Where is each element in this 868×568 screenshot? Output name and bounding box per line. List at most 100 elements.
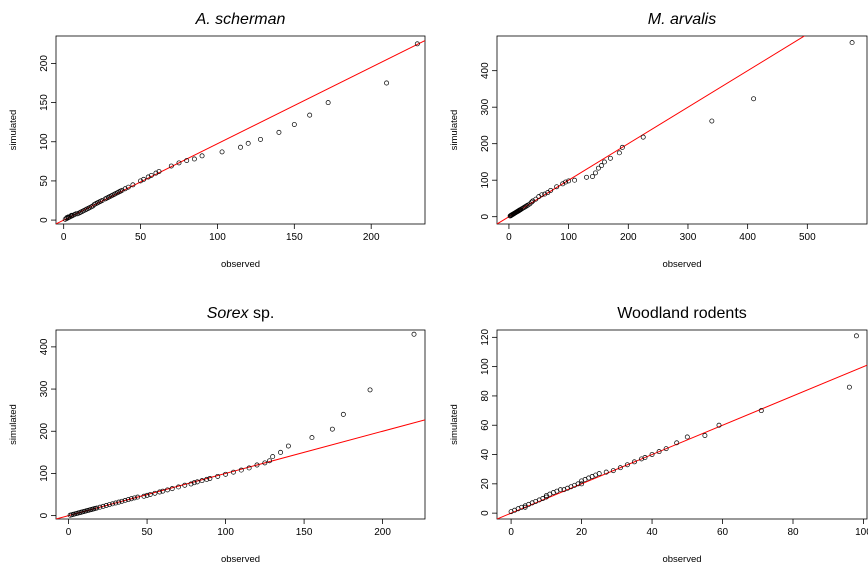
x-tick-label: 0 xyxy=(508,527,514,538)
y-tick-label: 300 xyxy=(480,98,491,115)
data-point xyxy=(141,176,147,182)
data-point xyxy=(219,149,225,155)
x-tick-label: 300 xyxy=(680,232,697,243)
data-point xyxy=(593,170,598,176)
data-point xyxy=(144,492,150,498)
data-point xyxy=(642,455,648,460)
x-axis-label: observed xyxy=(662,259,701,270)
data-point xyxy=(245,140,251,146)
data-point xyxy=(176,160,182,166)
data-point xyxy=(663,446,669,452)
data-point xyxy=(103,503,109,508)
x-tick-label: 100 xyxy=(855,527,868,538)
data-point xyxy=(194,479,200,485)
y-tick-label: 100 xyxy=(39,465,50,482)
data-point xyxy=(148,172,154,178)
data-point xyxy=(758,408,764,414)
data-point xyxy=(557,487,563,493)
plot-frame xyxy=(55,35,426,225)
x-tick-label: 50 xyxy=(142,527,154,538)
y-tick-label: 0 xyxy=(39,217,50,223)
x-tick-label: 200 xyxy=(620,232,637,243)
data-point xyxy=(554,184,560,190)
data-point xyxy=(543,494,549,500)
data-point xyxy=(157,489,163,495)
x-tick-label: 100 xyxy=(209,232,226,243)
data-point xyxy=(223,471,229,477)
data-point xyxy=(590,174,595,179)
data-point xyxy=(367,387,373,393)
data-point xyxy=(610,468,616,474)
x-axis-label: observed xyxy=(221,259,260,270)
data-point xyxy=(90,203,96,209)
data-point xyxy=(106,502,112,508)
data-point xyxy=(616,150,622,156)
data-point xyxy=(575,481,581,487)
data-point xyxy=(113,500,119,506)
data-point xyxy=(68,212,74,218)
data-point xyxy=(188,481,194,487)
data-point xyxy=(414,41,420,47)
data-point xyxy=(191,480,197,486)
y-tick-label: 20 xyxy=(480,478,491,490)
data-point xyxy=(520,205,526,211)
data-point xyxy=(238,467,244,473)
data-point xyxy=(548,187,554,193)
data-point xyxy=(529,199,535,205)
y-tick-label: 80 xyxy=(480,390,491,402)
data-point xyxy=(598,163,604,169)
data-point xyxy=(254,462,260,468)
data-point xyxy=(519,206,525,212)
data-point xyxy=(601,159,607,165)
data-point xyxy=(152,490,158,496)
data-point xyxy=(119,498,125,504)
y-axis-label: simulated xyxy=(449,404,460,445)
data-point xyxy=(141,493,147,499)
data-point xyxy=(160,488,166,494)
data-point xyxy=(246,465,252,471)
data-point xyxy=(97,504,103,510)
x-tick-label: 500 xyxy=(799,232,816,243)
x-tick-label: 150 xyxy=(296,527,313,538)
data-point xyxy=(384,80,390,86)
x-tick-label: 40 xyxy=(646,527,658,538)
data-point xyxy=(147,492,153,497)
data-point xyxy=(132,495,137,501)
reference-line xyxy=(497,364,867,519)
panel-title-plain: Woodland rodents xyxy=(617,305,747,322)
x-tick-label: 0 xyxy=(506,232,512,243)
data-point xyxy=(130,182,136,188)
data-point xyxy=(566,178,572,184)
y-tick-label: 40 xyxy=(480,449,491,461)
data-point xyxy=(215,473,221,479)
y-tick-label: 400 xyxy=(39,338,50,355)
plot-frame xyxy=(55,329,426,520)
data-point xyxy=(603,469,609,475)
y-tick-label: 400 xyxy=(480,62,491,79)
plot-frame xyxy=(496,329,868,520)
data-point xyxy=(267,458,272,464)
data-point xyxy=(230,469,236,475)
data-point xyxy=(631,459,637,465)
data-point xyxy=(276,129,282,135)
x-tick-label: 150 xyxy=(286,232,303,243)
data-point xyxy=(522,204,527,210)
data-point xyxy=(169,486,175,492)
y-tick-label: 200 xyxy=(480,135,491,152)
y-tick-label: 100 xyxy=(39,133,50,150)
data-point xyxy=(674,440,680,446)
data-point xyxy=(278,449,283,455)
data-point xyxy=(596,471,602,477)
data-point xyxy=(584,174,589,180)
panel-title: Sorex sp. xyxy=(207,305,275,322)
data-point xyxy=(238,144,243,150)
data-point xyxy=(307,112,313,118)
x-tick-label: 50 xyxy=(135,232,147,243)
data-point xyxy=(329,426,335,432)
data-point xyxy=(325,100,331,106)
panel-4: Woodland rodents 0 20 40 60 80 100 0 20 40 60 80 100… xyxy=(449,305,868,565)
panel-title: Woodland rodents xyxy=(617,305,747,322)
y-tick-label: 120 xyxy=(480,329,491,346)
y-tick-label: 300 xyxy=(39,380,50,397)
data-point xyxy=(184,158,190,163)
